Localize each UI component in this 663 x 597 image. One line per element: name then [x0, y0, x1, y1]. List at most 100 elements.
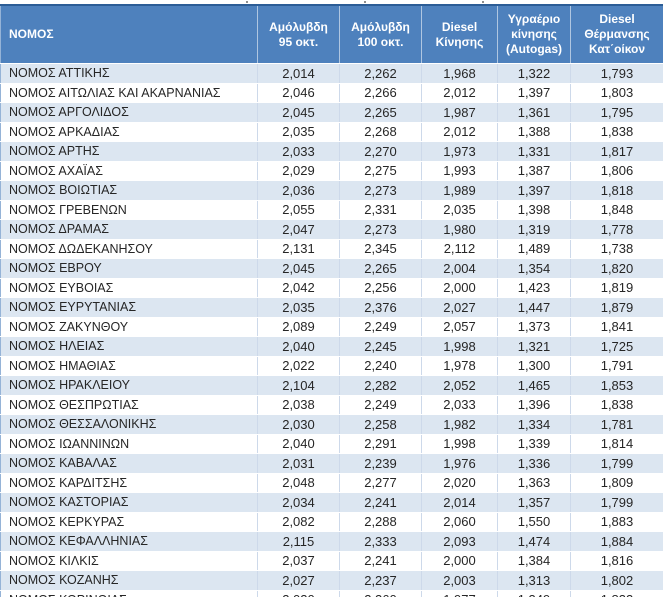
price-value-cell: 1,313 [497, 570, 571, 591]
table-row: ΝΟΜΟΣ ΚΕΡΚΥΡΑΣ 2,082 2,288 2,060 1,550 1,883 [0, 512, 663, 532]
table-row: ΝΟΜΟΣ ΙΩΑΝΝΙΝΩΝ 2,040 2,291 1,998 1,339 1,814 [0, 434, 663, 454]
prefecture-name-cell: ΝΟΜΟΣ ΖΑΚΥΝΘΟΥ [0, 317, 258, 337]
table-row: ΝΟΜΟΣ ΕΥΒΟΙΑΣ 2,042 2,256 2,000 1,423 1,819 [0, 278, 663, 298]
price-value-cell: 1,795 [570, 102, 663, 123]
price-value-cell: 1,818 [570, 180, 663, 201]
price-value-cell: 1,489 [497, 239, 571, 259]
prefecture-name-cell: ΝΟΜΟΣ ΑΡΓΟΛΙΔΟΣ [0, 102, 258, 123]
price-value-cell: 1,803 [570, 83, 663, 103]
price-value-cell: 2,027 [257, 570, 340, 591]
price-value-cell: 1,465 [497, 375, 571, 396]
price-value-cell: 1,982 [421, 414, 498, 435]
table-row: ΝΟΜΟΣ ΚΑΒΑΛΑΣ 2,031 2,239 1,976 1,336 1,799 [0, 453, 663, 474]
price-value-cell: 2,012 [421, 122, 498, 142]
price-value-cell: 2,089 [257, 317, 340, 337]
table-body: ΝΟΜΟΣ ΑΤΤΙΚΗΣ 2,014 2,262 1,968 1,322 1,793 ΝΟ… [0, 63, 663, 597]
table-row: ΝΟΜΟΣ ΔΡΑΜΑΣ 2,047 2,273 1,980 1,319 1,778 [0, 219, 663, 240]
price-value-cell: 2,034 [257, 492, 340, 513]
price-value-cell: 1,357 [497, 492, 571, 513]
price-value-cell: 1,300 [497, 356, 571, 376]
price-value-cell: 2,265 [339, 258, 422, 279]
price-value-cell: 2,273 [339, 219, 422, 240]
table-row: ΝΟΜΟΣ ΗΜΑΘΙΑΣ 2,022 2,240 1,978 1,300 1,791 [0, 356, 663, 376]
price-value-cell: 2,266 [339, 83, 422, 103]
prefecture-name-cell: ΝΟΜΟΣ ΚΟΖΑΝΗΣ [0, 570, 258, 591]
price-value-cell: 2,291 [339, 434, 422, 454]
price-value-cell: 2,277 [339, 473, 422, 493]
price-value-cell: 2,042 [257, 278, 340, 298]
price-value-cell: 1,799 [570, 492, 663, 513]
prefecture-name-cell: ΝΟΜΟΣ ΘΕΣΠΡΩΤΙΑΣ [0, 395, 258, 415]
price-value-cell: 1,387 [497, 161, 571, 181]
price-value-cell: 2,265 [339, 102, 422, 123]
price-value-cell: 2,033 [421, 395, 498, 415]
table-row: ΝΟΜΟΣ ΚΟΖΑΝΗΣ 2,027 2,237 2,003 1,313 1,802 [0, 570, 663, 591]
price-value-cell: 2,036 [257, 180, 340, 201]
price-value-cell: 2,115 [257, 531, 340, 552]
price-value-cell: 2,033 [257, 141, 340, 162]
table-row: ΝΟΜΟΣ ΑΡΓΟΛΙΔΟΣ 2,045 2,265 1,987 1,361 1,795 [0, 102, 663, 123]
price-value-cell: 2,040 [257, 336, 340, 357]
price-value-cell: 1,819 [570, 278, 663, 298]
table-row: ΝΟΜΟΣ ΒΟΙΩΤΙΑΣ 2,036 2,273 1,989 1,397 1,818 [0, 180, 663, 201]
price-value-cell: 1,550 [497, 512, 571, 532]
price-value-cell: 1,820 [570, 258, 663, 279]
price-value-cell: 1,447 [497, 297, 571, 318]
price-value-cell: 1,349 [497, 590, 571, 597]
price-value-cell: 2,104 [257, 375, 340, 396]
price-value-cell: 2,040 [257, 434, 340, 454]
price-value-cell: 2,003 [421, 570, 498, 591]
table-row: ΝΟΜΟΣ ΕΒΡΟΥ 2,045 2,265 2,004 1,354 1,820 [0, 258, 663, 279]
table-row: ΝΟΜΟΣ ΖΑΚΥΝΘΟΥ 2,089 2,249 2,057 1,373 1,841 [0, 317, 663, 337]
table-row: ΝΟΜΟΣ ΚΙΛΚΙΣ 2,037 2,241 2,000 1,384 1,816 [0, 551, 663, 571]
table-row: ΝΟΜΟΣ ΑΡΤΗΣ 2,033 2,270 1,973 1,331 1,817 [0, 141, 663, 162]
price-value-cell: 2,035 [421, 200, 498, 220]
price-value-cell: 1,978 [421, 356, 498, 376]
price-value-cell: 1,373 [497, 317, 571, 337]
price-value-cell: 1,384 [497, 551, 571, 571]
price-value-cell: 2,055 [257, 200, 340, 220]
price-value-cell: 1,331 [497, 141, 571, 162]
price-value-cell: 1,397 [497, 83, 571, 103]
price-value-cell: 1,816 [570, 551, 663, 571]
price-value-cell: 1,339 [497, 434, 571, 454]
price-value-cell: 1,832 [570, 590, 663, 597]
table-row: ΝΟΜΟΣ ΑΤΤΙΚΗΣ 2,014 2,262 1,968 1,322 1,793 [0, 63, 663, 84]
price-value-cell: 2,256 [339, 278, 422, 298]
price-value-cell: 1,799 [570, 453, 663, 474]
prefecture-name-cell: ΝΟΜΟΣ ΕΥΒΟΙΑΣ [0, 278, 258, 298]
price-value-cell: 1,976 [421, 453, 498, 474]
table-row: ΝΟΜΟΣ ΑΙΤΩΛΙΑΣ ΚΑΙ ΑΚΑΡΝΑΝΙΑΣ 2,046 2,266 2… [0, 83, 663, 103]
table-row: ΝΟΜΟΣ ΚΟΡΙΝΘΙΑΣ2,0202,2601,9771,3491,832 [0, 590, 663, 597]
price-value-cell: 1,806 [570, 161, 663, 181]
column-header-nomos: ΝΟΜΟΣ [0, 4, 258, 64]
price-value-cell: 2,012 [421, 83, 498, 103]
fuel-price-table: ΝΟΜΟΣ Αμόλυβδη 95 οκτ. Αμόλυβδη 100 οκτ.… [0, 4, 663, 597]
price-value-cell: 1,802 [570, 570, 663, 591]
prefecture-name-cell: ΝΟΜΟΣ ΗΜΑΘΙΑΣ [0, 356, 258, 376]
cropped-caption-sliver [0, 0, 663, 4]
table-row: ΝΟΜΟΣ ΑΧΑΪΑΣ 2,029 2,275 1,993 1,387 1,806 [0, 161, 663, 181]
price-value-cell: 1,397 [497, 180, 571, 201]
price-value-cell: 1,423 [497, 278, 571, 298]
price-value-cell: 2,038 [257, 395, 340, 415]
price-value-cell: 1,398 [497, 200, 571, 220]
prefecture-name-cell: ΝΟΜΟΣ ΚΕΦΑΛΛΗΝΙΑΣ [0, 531, 258, 552]
prefecture-name-cell: ΝΟΜΟΣ ΙΩΑΝΝΙΝΩΝ [0, 434, 258, 454]
prefecture-name-cell: ΝΟΜΟΣ ΘΕΣΣΑΛΟΝΙΚΗΣ [0, 414, 258, 435]
price-value-cell: 1,989 [421, 180, 498, 201]
price-value-cell: 1,993 [421, 161, 498, 181]
prefecture-name-cell: ΝΟΜΟΣ ΑΙΤΩΛΙΑΣ ΚΑΙ ΑΚΑΡΝΑΝΙΑΣ [0, 83, 258, 103]
price-value-cell: 1,987 [421, 102, 498, 123]
price-value-cell: 1,848 [570, 200, 663, 220]
price-value-cell: 1,968 [421, 63, 498, 84]
price-value-cell: 2,047 [257, 219, 340, 240]
price-value-cell: 2,027 [421, 297, 498, 318]
price-value-cell: 2,030 [257, 414, 340, 435]
price-value-cell: 2,262 [339, 63, 422, 84]
price-value-cell: 2,093 [421, 531, 498, 552]
price-value-cell: 2,112 [421, 239, 498, 259]
price-value-cell: 1,998 [421, 434, 498, 454]
price-value-cell: 2,270 [339, 141, 422, 162]
